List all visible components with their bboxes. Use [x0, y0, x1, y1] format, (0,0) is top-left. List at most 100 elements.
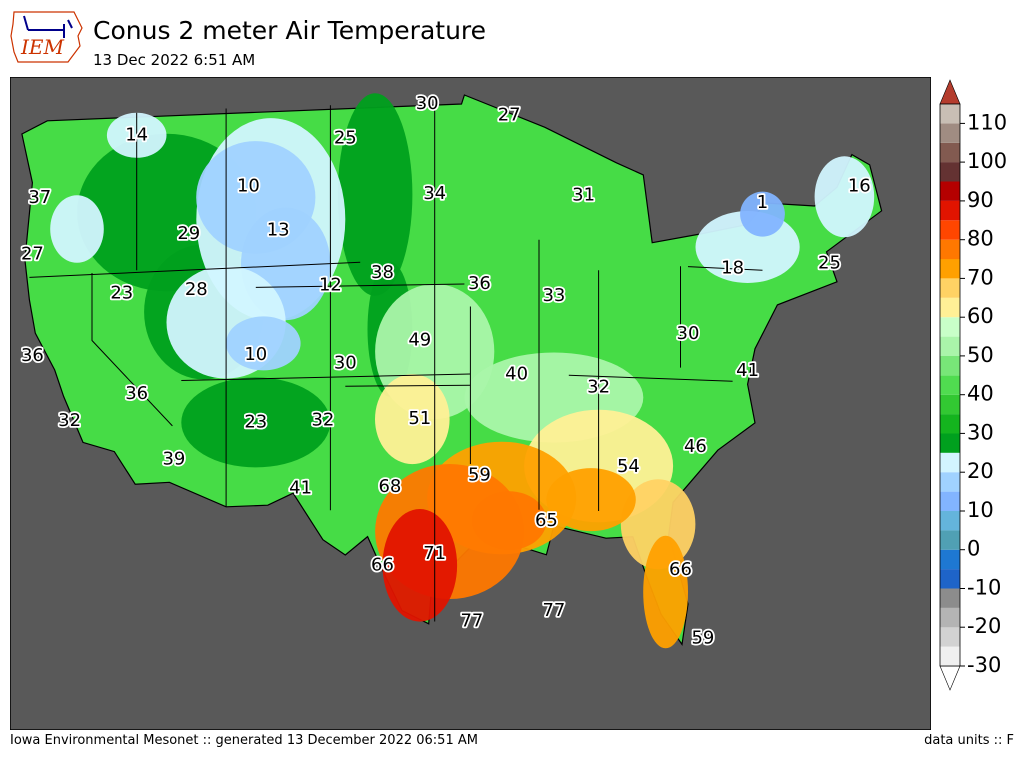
- colorbar-swatch: [940, 375, 960, 395]
- temperature-label: 36: [125, 383, 148, 404]
- colorbar-swatch: [940, 181, 960, 201]
- temperature-label: 41: [736, 360, 759, 381]
- temperature-label: 36: [21, 345, 44, 366]
- colorbar-tick-label: 30: [967, 420, 994, 444]
- state-border: [181, 373, 471, 381]
- temperature-label: 30: [677, 323, 700, 344]
- colorbar-swatch: [940, 297, 960, 318]
- temperature-label: 10: [237, 175, 260, 196]
- colorbar-tick-label: 40: [967, 382, 994, 406]
- temperature-label: 25: [818, 252, 841, 273]
- temperature-label: 30: [334, 353, 357, 374]
- temperature-label: 41: [289, 478, 312, 499]
- temperature-label: 29: [177, 223, 200, 244]
- colorbar-tick-label: 110: [967, 110, 1007, 134]
- temperature-label: 13: [267, 219, 290, 240]
- state-border: [568, 374, 733, 382]
- temperature-label: 28: [185, 279, 208, 300]
- colorbar-swatch: [940, 569, 960, 589]
- temperature-map: 14 37 27 29 23 28 36 36 32 39 23 10 13 12 10 25 30 27 34 38…: [10, 77, 931, 730]
- colorbar-swatch: [940, 355, 960, 376]
- temperature-label: 33: [542, 285, 565, 306]
- temperature-label: 49: [408, 329, 431, 350]
- temperature-label: 39: [162, 449, 185, 470]
- state-border: [29, 261, 361, 278]
- colorbar-tick-label: -30: [967, 653, 1001, 677]
- colorbar-tick-label: 70: [967, 265, 994, 289]
- temperature-label: 34: [423, 183, 446, 204]
- temperature-label: 37: [28, 187, 51, 208]
- colorbar-swatch: [940, 452, 960, 473]
- temperature-region: [471, 491, 547, 550]
- colorbar-swatch: [940, 142, 960, 163]
- temperature-label: 77: [460, 611, 483, 632]
- temperature-label: 51: [408, 408, 431, 429]
- colorbar-swatch: [940, 336, 960, 356]
- colorbar-swatch: [940, 511, 960, 531]
- temperature-label: 71: [423, 543, 446, 564]
- colorbar-tick-label: 100: [967, 149, 1007, 173]
- map-subtitle: 13 Dec 2022 6:51 AM: [93, 51, 256, 69]
- weather-station-icon: [23, 15, 73, 38]
- temperature-label: 66: [669, 559, 692, 580]
- colorbar-ticks: -30 -20 -10 0 10 20 30 40 50 60 70 80 90 100 110: [960, 110, 1007, 677]
- colorbar-min-arrow: [939, 665, 961, 691]
- colorbar-swatch: [940, 104, 960, 124]
- colorbar-swatch: [940, 646, 960, 666]
- temperature-label: 40: [505, 363, 528, 384]
- colorbar-swatch: [940, 588, 960, 608]
- temperature-label: 27: [498, 105, 521, 126]
- colorbar-swatches: [939, 79, 961, 691]
- temperature-label: 66: [371, 555, 394, 576]
- temperature-labels: 14 37 27 29 23 28 36 36 32 39 23 10 13 12 10 25 30 27 34 38…: [19, 91, 872, 650]
- temperature-label: 27: [21, 244, 44, 265]
- temperature-label: 31: [572, 185, 595, 206]
- colorbar-swatch: [940, 433, 960, 453]
- colorbar-swatch: [940, 239, 960, 260]
- colorbar-tick-label: 80: [967, 227, 994, 251]
- temperature-label: 77: [542, 600, 565, 621]
- temperature-region: [50, 195, 104, 263]
- temperature-label: 30: [416, 93, 439, 114]
- temperature-label: 32: [311, 409, 334, 430]
- colorbar-swatch: [940, 220, 960, 240]
- colorbar-swatch: [940, 530, 960, 550]
- temperature-region: [740, 191, 785, 237]
- colorbar-swatch: [940, 627, 960, 647]
- colorbar-swatch: [940, 278, 960, 298]
- temperature-label: 10: [244, 344, 267, 365]
- temperature-label: 32: [58, 410, 81, 431]
- temperature-label: 36: [468, 273, 491, 294]
- colorbar-frame: [939, 103, 961, 667]
- temperature-label: 14: [125, 124, 148, 145]
- iem-logo: IEM: [10, 11, 83, 63]
- colorbar-swatch: [940, 200, 960, 221]
- temperature-label: 16: [848, 176, 871, 197]
- temperature-region: [375, 374, 450, 465]
- colorbar-swatch: [940, 414, 960, 434]
- map-title: Conus 2 meter Air Temperature: [93, 16, 487, 45]
- colorbar-tick-label: 0: [967, 537, 980, 561]
- temperature-region: [181, 377, 331, 468]
- colorbar-tick-label: 50: [967, 343, 994, 367]
- temperature-region: [226, 316, 301, 371]
- temperature-label: 18: [721, 258, 744, 279]
- temperature-label: 32: [587, 376, 610, 397]
- state-border: [91, 273, 173, 427]
- colorbar-tick-label: -10: [967, 576, 1001, 600]
- temperature-region: [814, 156, 875, 238]
- temperature-label: 23: [110, 283, 133, 304]
- temperature-label: 59: [691, 628, 714, 649]
- colorbar-swatch: [940, 162, 960, 182]
- state-border: [345, 384, 471, 387]
- footer-credit: Iowa Environmental Mesonet :: generated …: [10, 733, 478, 748]
- temperature-label: 59: [468, 464, 491, 485]
- temperature-region: [546, 468, 636, 532]
- temperature-label: 12: [319, 274, 342, 295]
- temperature-region: [643, 535, 688, 649]
- temperature-region: [337, 93, 413, 296]
- temperature-label: 65: [535, 510, 558, 531]
- temperature-label: 1: [757, 192, 768, 213]
- colorbar-tick-label: -20: [967, 614, 1001, 638]
- temperature-label: 68: [378, 476, 401, 497]
